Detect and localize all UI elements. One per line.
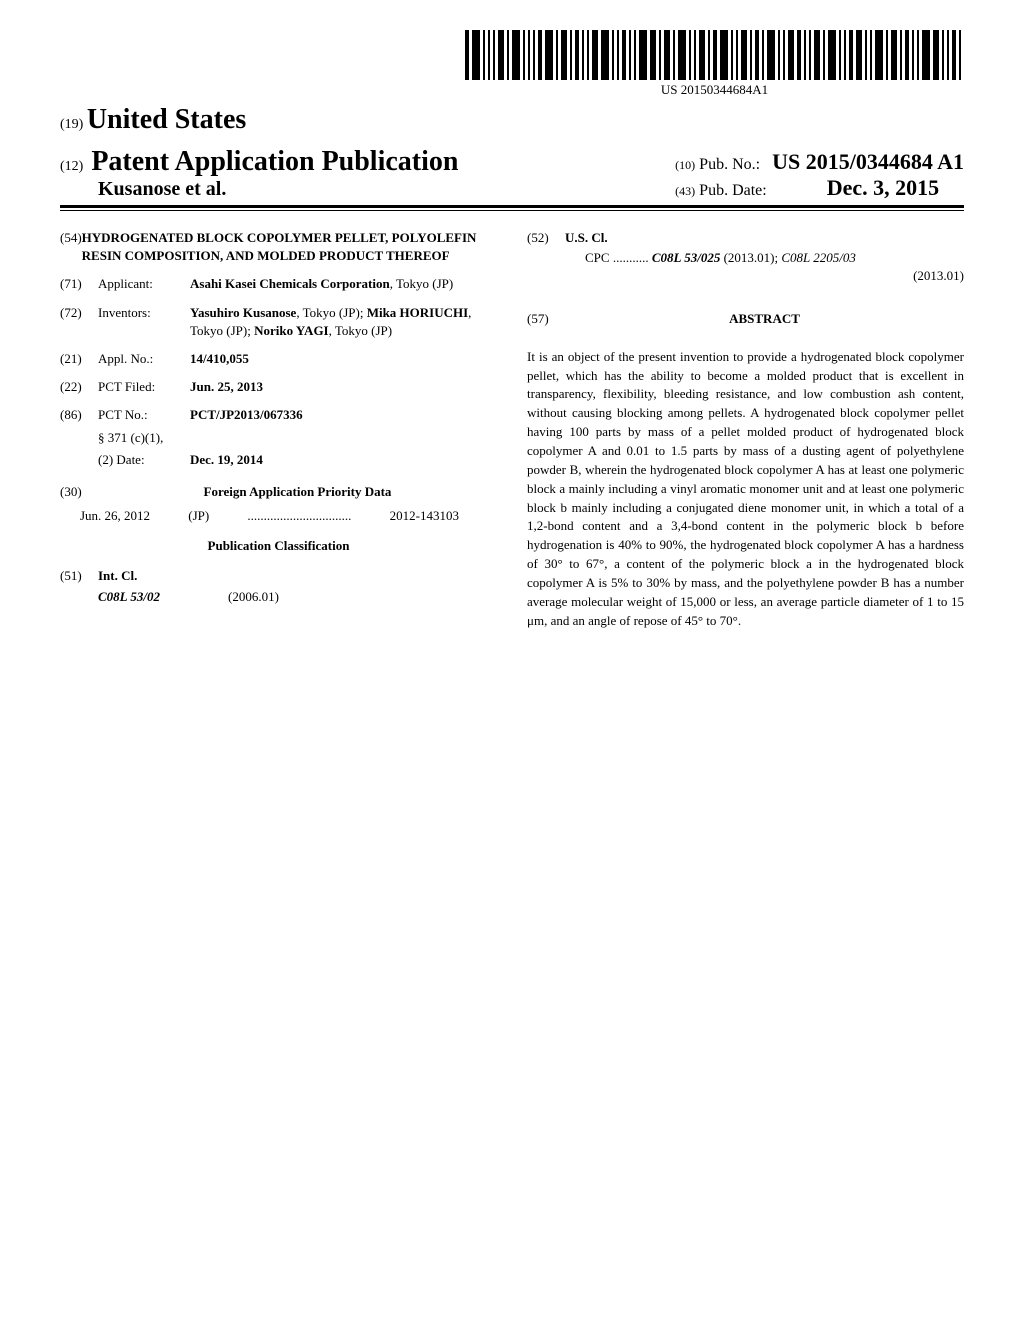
- divider-thin: [60, 210, 964, 211]
- priority-row: Jun. 26, 2012 (JP) .....................…: [80, 507, 459, 525]
- priority-num: (30): [60, 483, 98, 501]
- inventors-field: (72) Inventors: Yasuhiro Kusanose, Tokyo…: [60, 304, 497, 340]
- uscl-field: (52) U.S. Cl.: [527, 229, 964, 247]
- priority-head: Foreign Application Priority Data: [98, 483, 497, 501]
- s371-date-field: (2) Date: Dec. 19, 2014: [60, 451, 497, 469]
- uscl-num: (52): [527, 229, 565, 247]
- barcode-label: US 20150344684A1: [465, 82, 964, 98]
- pct-no-field: (86) PCT No.: PCT/JP2013/067336: [60, 406, 497, 424]
- priority-dots: ................................: [247, 507, 351, 525]
- applicant-num: (71): [60, 275, 98, 293]
- title-num: (54): [60, 229, 82, 247]
- right-column: (52) U.S. Cl. CPC ........... C08L 53/02…: [527, 229, 964, 630]
- priority-head-field: (30) Foreign Application Priority Data: [60, 483, 497, 501]
- barcode-section: US 20150344684A1: [60, 30, 964, 99]
- title-field: (54) HYDROGENATED BLOCK COPOLYMER PELLET…: [60, 229, 497, 265]
- intcl-code-field: C08L 53/02 (2006.01): [60, 588, 497, 606]
- cpc-label: CPC: [585, 250, 610, 265]
- pub-no-value: US 2015/0344684 A1: [772, 149, 964, 174]
- header: (19) United States (12) Patent Applicati…: [60, 104, 964, 201]
- columns: (54) HYDROGENATED BLOCK COPOLYMER PELLET…: [60, 229, 964, 630]
- pub-date-value: Dec. 3, 2015: [827, 175, 939, 200]
- cpc-code2: C08L 2205/03: [781, 250, 856, 265]
- divider-thick: [60, 205, 964, 208]
- spacer: [527, 286, 964, 310]
- invention-title: HYDROGENATED BLOCK COPOLYMER PELLET, POL…: [82, 229, 497, 265]
- s371-date-value: Dec. 19, 2014: [190, 451, 497, 469]
- pub-date-label: Pub. Date:: [699, 182, 767, 199]
- cpc-code1: C08L 53/025: [652, 250, 721, 265]
- pub-no-label: Pub. No.:: [699, 156, 760, 173]
- pct-filed-num: (22): [60, 378, 98, 396]
- cpc-line: CPC ........... C08L 53/025 (2013.01); C…: [585, 249, 964, 285]
- intcl-label: Int. Cl.: [98, 567, 137, 585]
- authors: Kusanose et al.: [98, 178, 458, 201]
- intcl-num: (51): [60, 567, 98, 585]
- s371-label: § 371 (c)(1),: [98, 429, 497, 447]
- barcode-bars: [465, 30, 964, 80]
- pub-date-line: (43) Pub. Date: Dec. 3, 2015: [675, 175, 964, 201]
- abstract-body: It is an object of the present invention…: [527, 348, 964, 631]
- pub-type-prefix: (12): [60, 159, 83, 175]
- pub-no-line: (10) Pub. No.: US 2015/0344684 A1: [675, 149, 964, 175]
- country-line: (19) United States: [60, 104, 964, 136]
- intcl-field: (51) Int. Cl.: [60, 567, 497, 585]
- barcode: US 20150344684A1: [465, 30, 964, 98]
- cpc-year1: (2013.01);: [724, 250, 779, 265]
- country-prefix: (19): [60, 117, 83, 132]
- cpc-dots: ...........: [613, 250, 649, 265]
- applicant-value: Asahi Kasei Chemicals Corporation, Tokyo…: [190, 275, 497, 293]
- appl-no-field: (21) Appl. No.: 14/410,055: [60, 350, 497, 368]
- header-row: (12) Patent Application Publication Kusa…: [60, 146, 964, 201]
- abstract-num: (57): [527, 310, 565, 328]
- abstract-head-field: (57) ABSTRACT: [527, 310, 964, 338]
- pct-no-label: PCT No.:: [98, 406, 190, 424]
- appl-no-label: Appl. No.:: [98, 350, 190, 368]
- header-right: (10) Pub. No.: US 2015/0344684 A1 (43) P…: [675, 149, 964, 201]
- pct-filed-field: (22) PCT Filed: Jun. 25, 2013: [60, 378, 497, 396]
- inventors-value: Yasuhiro Kusanose, Tokyo (JP); Mika HORI…: [190, 304, 497, 340]
- uscl-label: U.S. Cl.: [565, 229, 608, 247]
- pct-filed-value: Jun. 25, 2013: [190, 378, 497, 396]
- applicant-name: Asahi Kasei Chemicals Corporation: [190, 276, 390, 291]
- applicant-label: Applicant:: [98, 275, 190, 293]
- pub-no-prefix: (10): [675, 158, 695, 172]
- pct-no-value: PCT/JP2013/067336: [190, 406, 497, 424]
- country-name: United States: [87, 104, 246, 135]
- priority-country: (JP): [188, 507, 209, 525]
- appl-no-value: 14/410,055: [190, 350, 497, 368]
- intcl-year: (2006.01): [228, 588, 279, 606]
- priority-value: 2012-143103: [390, 507, 459, 525]
- pct-no-num: (86): [60, 406, 98, 424]
- applicant-loc: , Tokyo (JP): [390, 276, 454, 291]
- inventors-label: Inventors:: [98, 304, 190, 322]
- header-left: (12) Patent Application Publication Kusa…: [60, 146, 458, 201]
- applicant-field: (71) Applicant: Asahi Kasei Chemicals Co…: [60, 275, 497, 293]
- pub-date-prefix: (43): [675, 184, 695, 198]
- pub-class-head: Publication Classification: [60, 537, 497, 555]
- pct-filed-label: PCT Filed:: [98, 378, 190, 396]
- pub-type-line: (12) Patent Application Publication: [60, 146, 458, 178]
- priority-date: Jun. 26, 2012: [80, 507, 150, 525]
- abstract-head: ABSTRACT: [565, 310, 964, 328]
- appl-no-num: (21): [60, 350, 98, 368]
- intcl-code: C08L 53/02: [98, 588, 228, 606]
- pub-type: Patent Application Publication: [91, 146, 458, 178]
- cpc-year2: (2013.01): [585, 267, 964, 285]
- s371-date-label: (2) Date:: [98, 451, 190, 469]
- left-column: (54) HYDROGENATED BLOCK COPOLYMER PELLET…: [60, 229, 497, 630]
- inventors-num: (72): [60, 304, 98, 322]
